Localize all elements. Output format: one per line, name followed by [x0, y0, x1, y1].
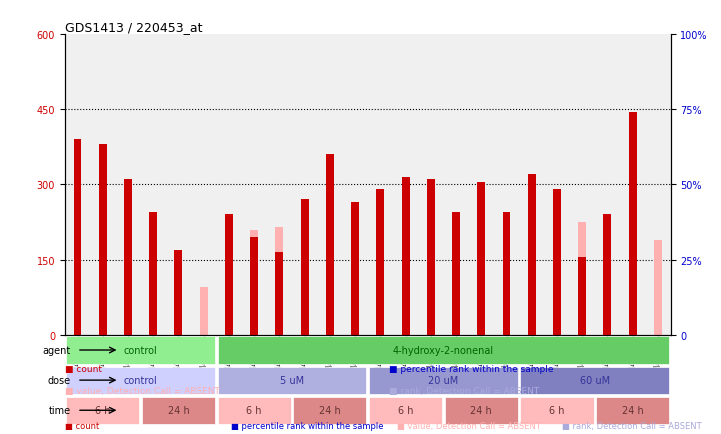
FancyBboxPatch shape [445, 397, 518, 424]
FancyBboxPatch shape [293, 397, 366, 424]
Text: ■ rank, Detection Call = ABSENT: ■ rank, Detection Call = ABSENT [562, 421, 702, 430]
Text: agent: agent [43, 345, 71, 355]
Bar [452, 213, 460, 335]
Bar [250, 237, 258, 335]
FancyBboxPatch shape [218, 367, 366, 394]
Text: 24 h: 24 h [622, 405, 644, 415]
Text: ■ value, Detection Call = ABSENT: ■ value, Detection Call = ABSENT [397, 421, 541, 430]
Bar [629, 112, 637, 335]
Text: 5 uM: 5 uM [280, 375, 304, 385]
Bar [603, 225, 611, 335]
FancyBboxPatch shape [369, 367, 518, 394]
Bar [301, 200, 309, 335]
FancyBboxPatch shape [521, 367, 669, 394]
Text: dose: dose [48, 375, 71, 385]
Text: ■ value, Detection Call = ABSENT: ■ value, Detection Call = ABSENT [65, 386, 220, 395]
Bar [477, 182, 485, 335]
Bar [326, 170, 334, 335]
Bar [225, 215, 233, 335]
Bar [578, 223, 586, 335]
Text: 6 h: 6 h [549, 405, 565, 415]
Text: control: control [124, 375, 157, 385]
Text: 4-hydroxy-2-nonenal: 4-hydroxy-2-nonenal [393, 345, 494, 355]
Text: GDS1413 / 220453_at: GDS1413 / 220453_at [65, 20, 203, 33]
Text: time: time [49, 405, 71, 415]
Bar [99, 145, 107, 335]
Text: ■ count: ■ count [65, 421, 99, 430]
FancyBboxPatch shape [66, 337, 215, 364]
Bar [200, 288, 208, 335]
Bar [174, 250, 182, 335]
Text: ■ percentile rank within the sample: ■ percentile rank within the sample [231, 421, 384, 430]
Bar [99, 255, 107, 335]
Text: 24 h: 24 h [470, 405, 492, 415]
Bar [402, 178, 410, 335]
Bar [275, 253, 283, 335]
Text: ■ count: ■ count [65, 364, 102, 373]
Bar [351, 203, 359, 335]
Bar [503, 227, 510, 335]
Text: 6 h: 6 h [247, 405, 262, 415]
FancyBboxPatch shape [369, 397, 442, 424]
Bar [326, 155, 334, 335]
Bar [503, 213, 510, 335]
Bar [250, 230, 258, 335]
Bar [74, 140, 81, 335]
Text: 6 h: 6 h [95, 405, 110, 415]
Bar [654, 240, 662, 335]
FancyBboxPatch shape [521, 397, 593, 424]
Text: 60 uM: 60 uM [580, 375, 610, 385]
FancyBboxPatch shape [218, 397, 291, 424]
Bar [553, 225, 561, 335]
Text: 24 h: 24 h [319, 405, 341, 415]
Text: 24 h: 24 h [167, 405, 190, 415]
Bar [452, 225, 460, 335]
Bar [603, 215, 611, 335]
FancyBboxPatch shape [218, 337, 669, 364]
Text: 20 uM: 20 uM [428, 375, 459, 385]
FancyBboxPatch shape [596, 397, 669, 424]
Text: control: control [124, 345, 157, 355]
Bar [149, 213, 157, 335]
Bar [427, 180, 435, 335]
Text: ■ percentile rank within the sample: ■ percentile rank within the sample [389, 364, 554, 373]
Text: 6 h: 6 h [398, 405, 413, 415]
Bar [553, 190, 561, 335]
Text: ■ rank, Detection Call = ABSENT: ■ rank, Detection Call = ABSENT [389, 386, 539, 395]
Bar [376, 190, 384, 335]
Bar [528, 175, 536, 335]
Bar [578, 257, 586, 335]
FancyBboxPatch shape [142, 397, 215, 424]
FancyBboxPatch shape [66, 397, 139, 424]
Bar [275, 227, 283, 335]
Bar [124, 180, 132, 335]
FancyBboxPatch shape [66, 367, 215, 394]
